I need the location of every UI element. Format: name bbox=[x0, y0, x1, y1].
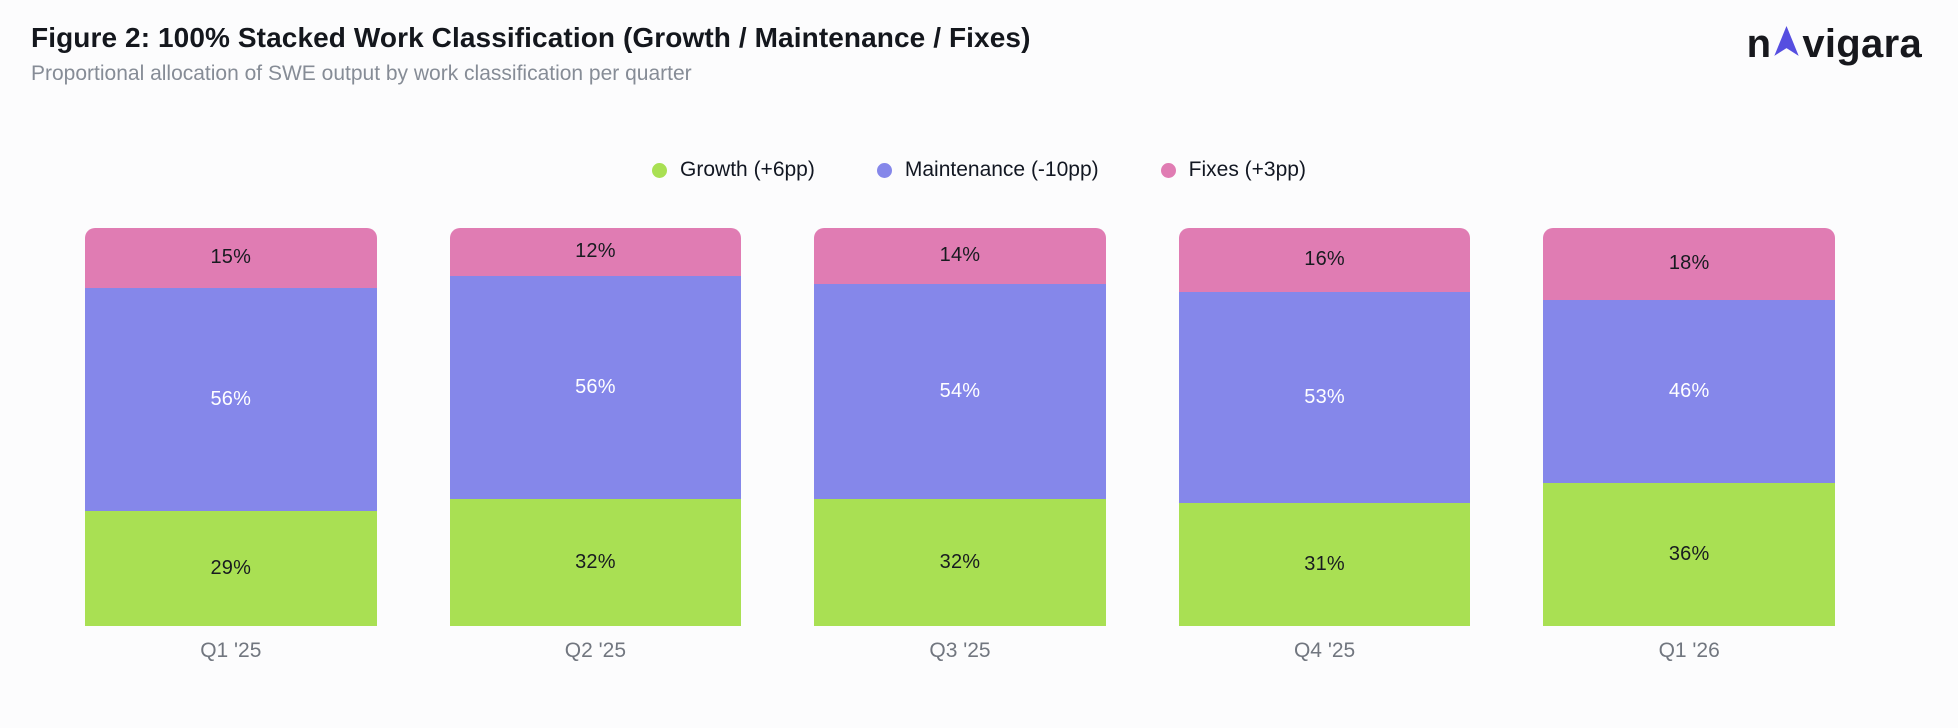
stacked-bar: 14% 54% 32% bbox=[814, 228, 1106, 626]
page-subtitle: Proportional allocation of SWE output by… bbox=[31, 62, 692, 85]
bar-segment-fixes: 12% bbox=[449, 228, 742, 276]
bar-segment-maintenance: 56% bbox=[85, 287, 377, 511]
category-label: Q1 '25 bbox=[200, 639, 262, 662]
bar-column: 16% 53% 31% Q4 '25 bbox=[1178, 228, 1471, 663]
bar-segment-growth: 29% bbox=[85, 510, 377, 626]
bar-column: 15% 56% 29% Q1 '25 bbox=[85, 228, 377, 663]
category-label: Q4 '25 bbox=[1293, 639, 1356, 662]
category-label: Q2 '25 bbox=[564, 639, 626, 662]
logo-text-suffix: vigara bbox=[1802, 22, 1922, 66]
bar-column: 12% 56% 32% Q2 '25 bbox=[449, 228, 742, 663]
bar-segment-fixes: 18% bbox=[1543, 228, 1835, 300]
bar-segment-maintenance: 54% bbox=[814, 283, 1106, 499]
bar-column: 18% 46% 36% Q1 '26 bbox=[1543, 228, 1835, 663]
bar-segment-growth: 36% bbox=[1543, 482, 1835, 626]
stacked-bar: 16% 53% 31% bbox=[1178, 228, 1471, 626]
segment-value-label: 16% bbox=[1304, 248, 1345, 271]
stacked-bar: 15% 56% 29% bbox=[85, 228, 377, 626]
segment-value-label: 36% bbox=[1668, 542, 1710, 565]
segment-value-label: 32% bbox=[939, 550, 981, 573]
legend-dot-icon bbox=[876, 162, 892, 178]
legend-dot-icon bbox=[652, 162, 668, 178]
segment-value-label: 12% bbox=[575, 240, 616, 263]
segment-value-label: 54% bbox=[939, 379, 981, 402]
stacked-bar: 18% 46% 36% bbox=[1543, 228, 1835, 626]
segment-value-label: 14% bbox=[939, 244, 981, 267]
segment-value-label: 56% bbox=[210, 387, 252, 410]
navigara-logo: n vigara bbox=[1747, 22, 1922, 67]
logo-text-prefix: n bbox=[1746, 22, 1772, 66]
segment-value-label: 29% bbox=[210, 556, 252, 579]
legend: Growth (+6pp) Maintenance (-10pp) Fixes (+… bbox=[0, 158, 1958, 182]
bar-column: 14% 54% 32% Q3 '25 bbox=[814, 228, 1106, 663]
segment-value-label: 31% bbox=[1304, 552, 1345, 575]
chart: 15% 56% 29% Q1 '25 12% 56% 32% Q2 '25 14% 54% 32% Q… bbox=[85, 228, 1835, 663]
bar-segment-growth: 31% bbox=[1178, 502, 1471, 626]
segment-value-label: 46% bbox=[1668, 379, 1710, 402]
bar-segment-maintenance: 56% bbox=[449, 275, 742, 499]
page-title: Figure 2: 100% Stacked Work Classificati… bbox=[31, 22, 1031, 53]
logo-arrow-icon bbox=[1774, 26, 1800, 56]
segment-value-label: 18% bbox=[1668, 252, 1710, 275]
legend-label: Maintenance (-10pp) bbox=[904, 158, 1099, 181]
segment-value-label: 56% bbox=[575, 375, 616, 398]
segment-value-label: 32% bbox=[575, 550, 616, 573]
segment-value-label: 15% bbox=[210, 246, 252, 269]
category-label: Q3 '25 bbox=[929, 639, 991, 662]
legend-label: Growth (+6pp) bbox=[680, 158, 815, 181]
bar-segment-growth: 32% bbox=[449, 498, 742, 626]
bar-segment-maintenance: 46% bbox=[1543, 299, 1835, 483]
bar-segment-fixes: 16% bbox=[1178, 228, 1471, 292]
segment-value-label: 53% bbox=[1304, 385, 1345, 408]
legend-dot-icon bbox=[1160, 162, 1176, 178]
category-label: Q1 '26 bbox=[1658, 639, 1720, 662]
bar-segment-growth: 32% bbox=[814, 498, 1106, 626]
legend-item: Maintenance (-10pp) bbox=[876, 158, 1099, 182]
bar-segment-fixes: 15% bbox=[85, 228, 377, 288]
legend-item: Growth (+6pp) bbox=[652, 158, 815, 182]
bar-segment-fixes: 14% bbox=[814, 228, 1106, 284]
bar-segment-maintenance: 53% bbox=[1178, 291, 1471, 503]
stacked-bar: 12% 56% 32% bbox=[449, 228, 742, 626]
legend-item: Fixes (+3pp) bbox=[1160, 158, 1306, 182]
legend-label: Fixes (+3pp) bbox=[1188, 158, 1306, 181]
